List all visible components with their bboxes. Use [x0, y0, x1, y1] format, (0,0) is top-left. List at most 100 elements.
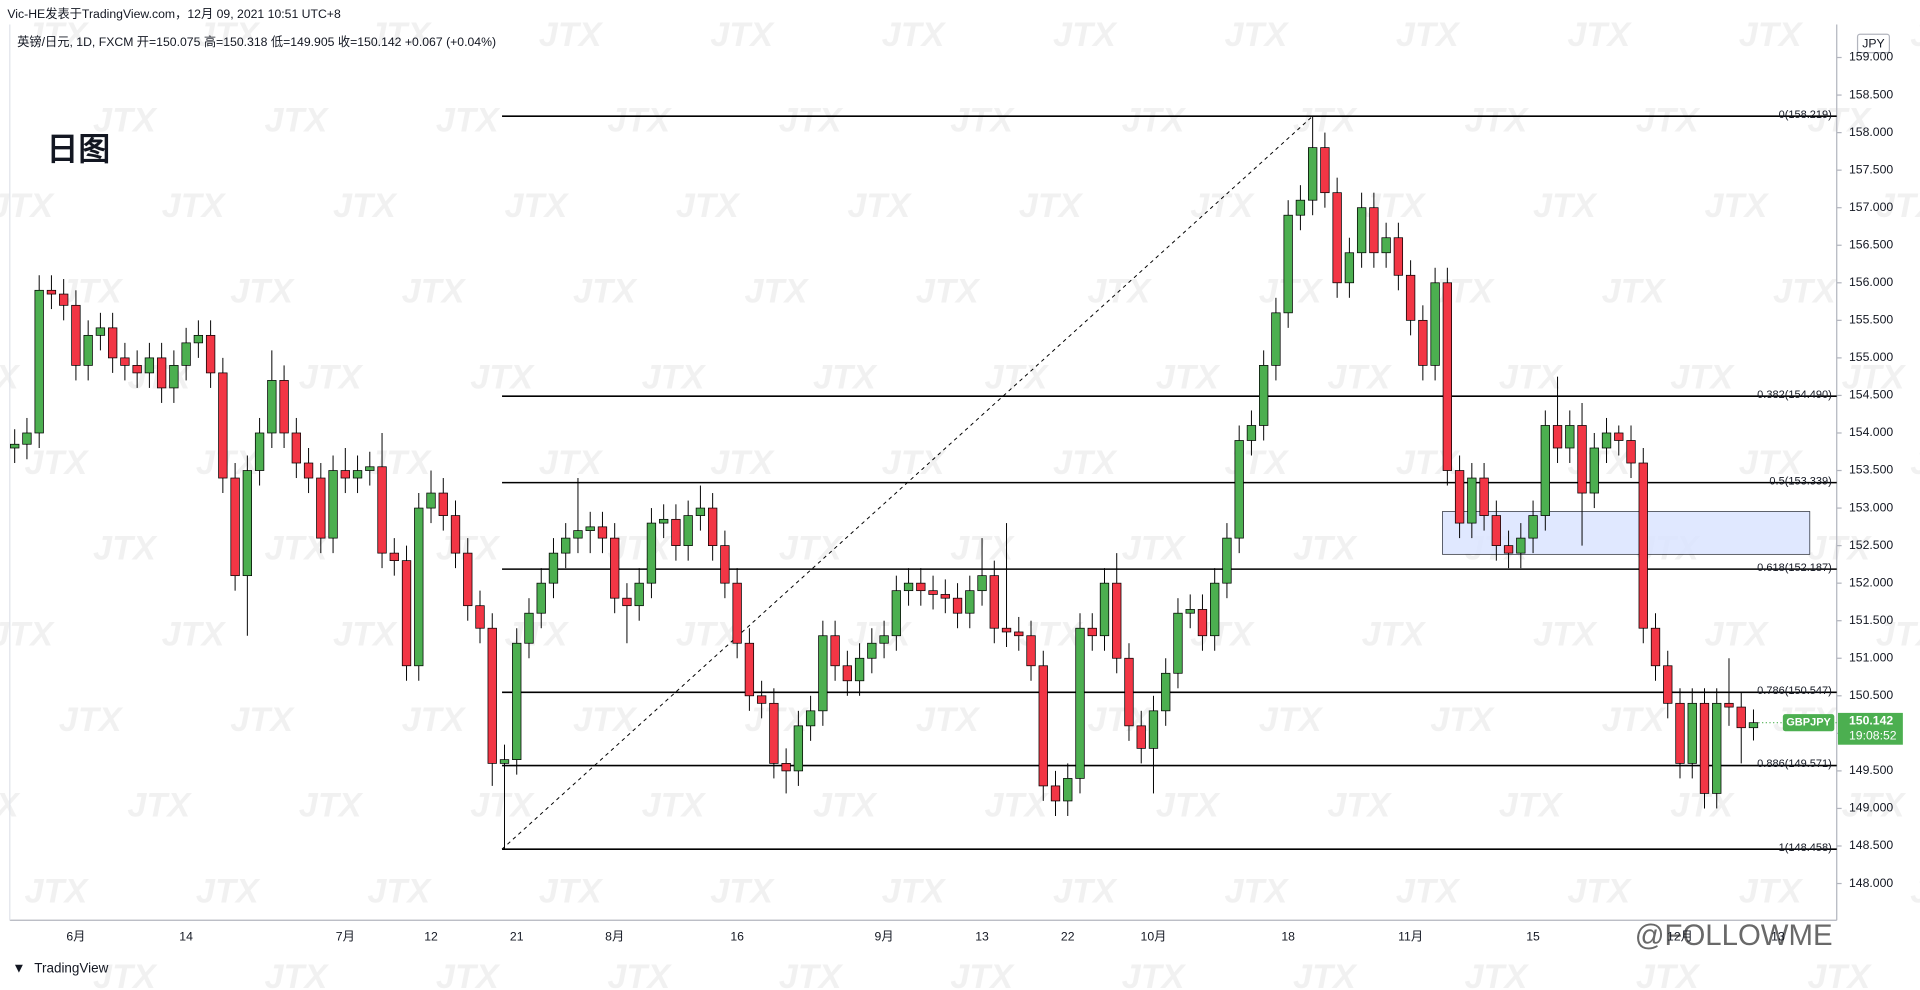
- candle-body: [512, 642, 522, 760]
- candle-body: [1295, 199, 1306, 216]
- candle-body: [585, 526, 595, 531]
- zone-box: [1442, 511, 1811, 555]
- x-tick-label: 22: [1061, 930, 1075, 944]
- watermark: JTX: [573, 273, 638, 311]
- candle-body: [1540, 425, 1550, 516]
- watermark: JTX: [470, 787, 535, 825]
- watermark: JTX: [1430, 701, 1495, 739]
- candle-body: [989, 575, 999, 629]
- watermark: JTX: [1842, 358, 1907, 396]
- candle-body: [977, 575, 987, 592]
- x-tick-label: 9月: [875, 930, 894, 944]
- candle-body: [438, 492, 448, 516]
- candle-body: [1638, 462, 1648, 629]
- candle-body: [805, 710, 816, 727]
- watermark: JTX: [196, 872, 261, 910]
- candle-body: [634, 582, 644, 607]
- watermark: JTX: [1670, 358, 1735, 396]
- candle-body: [1050, 785, 1061, 802]
- watermark: JTX: [779, 958, 844, 990]
- x-tick-label: 15: [1526, 930, 1540, 944]
- watermark: JTX: [710, 872, 775, 910]
- candle-body: [708, 507, 718, 546]
- symbol-tag-text: GBPJPY: [1786, 717, 1831, 729]
- watermark: JTX: [59, 701, 124, 739]
- watermark: JTX: [573, 701, 638, 739]
- chart-title: 日图: [47, 131, 111, 167]
- candle-body: [854, 657, 865, 682]
- y-tick-label: 151.000: [1849, 650, 1893, 664]
- x-tick-label: 11月: [1398, 930, 1423, 944]
- candle-body: [1369, 207, 1379, 254]
- fib-label: 0.886(149.571): [1757, 758, 1832, 770]
- candle-body: [1320, 147, 1330, 194]
- watermark: JTX: [539, 16, 604, 54]
- watermark: JTX: [436, 958, 501, 990]
- candle-body: [71, 304, 81, 366]
- candle-body: [1210, 582, 1220, 637]
- candle-body: [95, 327, 106, 336]
- candle-body: [1601, 432, 1612, 449]
- y-tick-label: 157.500: [1849, 162, 1893, 176]
- watermark: JTX: [813, 358, 878, 396]
- price-tag-value: 150.142: [1849, 714, 1893, 728]
- y-tick-label: 159.000: [1849, 50, 1893, 64]
- candle-body: [1259, 365, 1269, 426]
- candle-body: [1222, 537, 1232, 584]
- watermark: JTX: [402, 701, 467, 739]
- watermark: JTX: [984, 358, 1049, 396]
- x-tick-label: 13: [975, 930, 989, 944]
- candle-body: [1026, 635, 1036, 667]
- watermark: JTX: [950, 530, 1015, 568]
- watermark: JTX: [882, 872, 947, 910]
- x-tick-label: 21: [510, 930, 524, 944]
- watermark: JTX: [1773, 273, 1838, 311]
- candle-body: [426, 492, 436, 509]
- candle-body: [1528, 515, 1538, 539]
- watermark: JTX: [264, 101, 329, 139]
- candle-body: [291, 432, 301, 464]
- candle-body: [144, 357, 155, 374]
- y-tick-label: 149.500: [1849, 763, 1893, 777]
- watermark: JTX: [1087, 273, 1152, 311]
- watermark: JTX: [779, 101, 844, 139]
- watermark: JTX: [1807, 958, 1872, 990]
- candle-body: [1442, 282, 1452, 471]
- watermark: JTX: [607, 958, 672, 990]
- watermark: JTX: [93, 958, 158, 990]
- candle-body: [377, 466, 387, 554]
- watermark: JTX: [367, 16, 432, 54]
- y-tick-label: 158.000: [1849, 125, 1893, 139]
- watermark: JTX: [504, 187, 569, 225]
- candle-body: [732, 582, 742, 644]
- candle-body: [867, 642, 877, 659]
- candle-body: [34, 289, 44, 434]
- candle-body: [1393, 237, 1404, 276]
- candle-body: [463, 552, 473, 607]
- watermark: JTX: [367, 872, 432, 910]
- watermark: JTX: [1122, 101, 1187, 139]
- watermark: JTX: [1053, 872, 1118, 910]
- watermark: JTX: [436, 101, 501, 139]
- candle-body: [1503, 545, 1514, 554]
- watermark: JTX: [1739, 444, 1804, 482]
- candle-body: [928, 590, 938, 595]
- watermark: JTX: [230, 273, 295, 311]
- watermark: JTX: [162, 615, 227, 653]
- watermark: JTX: [1156, 358, 1221, 396]
- watermark: JTX: [642, 787, 707, 825]
- candle-body: [1308, 147, 1318, 201]
- candle-body: [818, 635, 828, 712]
- candle-body: [1099, 582, 1110, 637]
- watermark: JTX: [1327, 787, 1392, 825]
- candle-body: [1614, 432, 1624, 441]
- y-tick-label: 155.500: [1849, 313, 1893, 327]
- brand-icon: ▼: [12, 961, 25, 976]
- watermark: JTX: [0, 787, 21, 825]
- candle-body: [352, 470, 363, 479]
- watermark: JTX: [1499, 358, 1564, 396]
- candle-body: [720, 545, 730, 584]
- candle-body: [242, 470, 252, 577]
- candle-body: [169, 365, 179, 389]
